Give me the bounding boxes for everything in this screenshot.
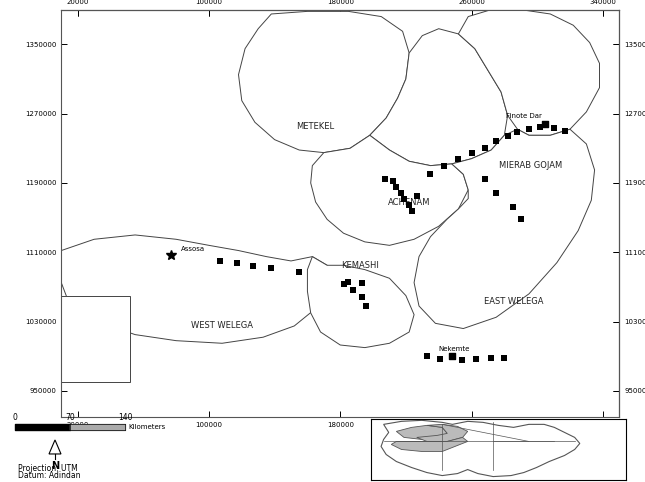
- Text: ACHENAM: ACHENAM: [388, 198, 430, 206]
- Point: [339, 281, 349, 288]
- Text: Kilometers: Kilometers: [128, 424, 165, 430]
- Point: [388, 177, 398, 185]
- Point: [491, 189, 501, 197]
- Polygon shape: [370, 29, 508, 166]
- Polygon shape: [417, 424, 468, 442]
- Point: [446, 352, 457, 360]
- Text: 0: 0: [12, 413, 17, 422]
- Text: Assosa: Assosa: [181, 246, 205, 252]
- Text: Datum: Adindan: Datum: Adindan: [18, 471, 81, 480]
- Text: MIERAB GOJAM: MIERAB GOJAM: [499, 161, 562, 170]
- Point: [215, 257, 226, 265]
- Text: KEMASHI: KEMASHI: [341, 261, 379, 270]
- Polygon shape: [239, 12, 409, 153]
- Polygon shape: [396, 425, 447, 440]
- Polygon shape: [311, 135, 468, 245]
- Point: [512, 128, 522, 135]
- Point: [422, 352, 432, 360]
- Point: [479, 145, 490, 152]
- Point: [343, 278, 353, 286]
- Text: WEST WELEGA: WEST WELEGA: [191, 321, 253, 331]
- Point: [541, 120, 551, 128]
- Point: [560, 127, 570, 135]
- Text: 70: 70: [65, 413, 75, 422]
- Point: [491, 137, 501, 145]
- Text: EAST WELEGA: EAST WELEGA: [484, 297, 544, 306]
- Text: Nekemte: Nekemte: [439, 346, 470, 352]
- Point: [232, 259, 242, 267]
- Point: [391, 184, 401, 191]
- Point: [407, 207, 417, 214]
- Point: [535, 124, 546, 132]
- Text: Finote Dar: Finote Dar: [506, 113, 542, 119]
- Point: [466, 149, 477, 157]
- Point: [486, 354, 497, 362]
- Point: [453, 155, 464, 162]
- Point: [548, 124, 559, 132]
- Point: [266, 264, 277, 272]
- Point: [248, 262, 259, 270]
- Point: [524, 125, 534, 133]
- Polygon shape: [392, 438, 468, 452]
- Point: [425, 171, 435, 178]
- Point: [457, 356, 467, 363]
- Point: [515, 215, 526, 223]
- Point: [471, 355, 482, 363]
- Point: [404, 201, 414, 209]
- Point: [294, 268, 304, 276]
- Point: [348, 286, 359, 294]
- Point: [435, 355, 446, 363]
- Point: [499, 354, 510, 362]
- Polygon shape: [308, 256, 414, 348]
- Point: [439, 162, 449, 170]
- Polygon shape: [414, 129, 595, 329]
- Point: [399, 195, 410, 202]
- Point: [396, 189, 406, 197]
- Point: [502, 132, 513, 140]
- Bar: [61, 295, 130, 382]
- Text: 140: 140: [118, 413, 132, 422]
- Point: [357, 294, 367, 301]
- Point: [379, 175, 390, 183]
- Text: Projection: UTM: Projection: UTM: [18, 464, 78, 473]
- Text: METEKEL: METEKEL: [297, 122, 335, 131]
- Point: [479, 175, 490, 183]
- Text: N: N: [51, 461, 59, 471]
- Point: [357, 279, 367, 286]
- Point: [361, 302, 372, 310]
- Point: [508, 203, 518, 211]
- Polygon shape: [61, 235, 327, 343]
- Polygon shape: [381, 420, 580, 477]
- Polygon shape: [459, 10, 599, 135]
- Polygon shape: [49, 440, 61, 454]
- Point: [412, 192, 422, 200]
